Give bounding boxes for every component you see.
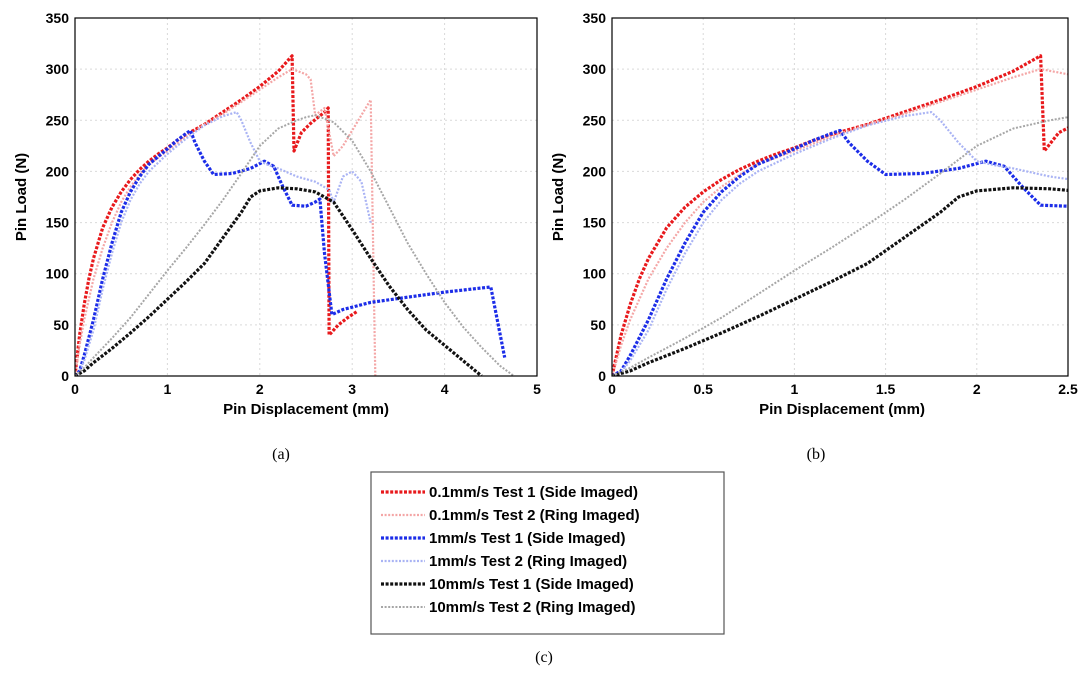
x-tick-label: 3 (348, 381, 356, 397)
chart-b: 0 0.5 1 1.5 2 2.5 0 50 100 150 200 250 300 350 Pin Di… (550, 10, 1078, 463)
x-tick-label: 1 (791, 381, 799, 397)
legend-label: 0.1mm/s Test 2 (Ring Imaged) (429, 507, 640, 524)
legend-label: 1mm/s Test 2 (Ring Imaged) (429, 553, 627, 570)
series-line-4 (75, 110, 372, 376)
y-tick-label: 150 (46, 215, 70, 231)
y-tick-label: 350 (583, 10, 607, 26)
ticks-b: 0 0.5 1 1.5 2 2.5 0 50 100 150 200 250 300 350 (583, 10, 1078, 397)
x-tick-label: 0.5 (693, 381, 713, 397)
series-line-5 (612, 186, 1068, 376)
y-tick-label: 350 (46, 10, 70, 26)
y-tick-label: 200 (583, 163, 607, 179)
series-line-6 (612, 116, 1068, 376)
y-tick-label: 200 (46, 163, 70, 179)
y-tick-label: 100 (46, 266, 70, 282)
series-line-5 (75, 186, 483, 376)
caption-b: (b) (807, 446, 826, 463)
legend-label: 0.1mm/s Test 1 (Side Imaged) (429, 484, 638, 501)
series-line-2 (612, 67, 1068, 376)
x-axis-label-b: Pin Displacement (mm) (759, 401, 925, 418)
x-tick-label: 2 (256, 381, 264, 397)
caption-c: (c) (535, 649, 553, 666)
legend-label: 1mm/s Test 1 (Side Imaged) (429, 530, 625, 547)
series-line-3 (75, 128, 507, 376)
caption-a: (a) (272, 446, 290, 463)
x-tick-label: 2 (973, 381, 981, 397)
grid-a (75, 18, 537, 376)
x-tick-label: 0 (71, 381, 79, 397)
x-tick-label: 5 (533, 381, 541, 397)
series-line-3 (612, 128, 1068, 376)
series-line-1 (612, 54, 1068, 376)
series-lines-b (612, 54, 1068, 376)
legend-label: 10mm/s Test 1 (Side Imaged) (429, 576, 634, 593)
y-axis-label-b: Pin Load (N) (550, 153, 567, 241)
legend-items: 0.1mm/s Test 1 (Side Imaged) 0.1mm/s Test… (381, 484, 640, 616)
y-tick-label: 300 (46, 61, 70, 77)
grid-b (612, 18, 1068, 376)
series-line-4 (612, 110, 1068, 376)
y-tick-label: 250 (583, 112, 607, 128)
y-tick-label: 150 (583, 215, 607, 231)
y-axis-label-a: Pin Load (N) (13, 153, 30, 241)
legend-box (370, 471, 725, 635)
x-tick-label: 1 (164, 381, 172, 397)
y-tick-label: 300 (583, 61, 607, 77)
y-tick-label: 0 (598, 368, 606, 384)
legend: 0.1mm/s Test 1 (Side Imaged) 0.1mm/s Test… (370, 471, 725, 635)
x-tick-label: 4 (441, 381, 449, 397)
x-axis-label-a: Pin Displacement (mm) (223, 401, 389, 418)
y-tick-label: 50 (590, 317, 606, 333)
series-line-6 (75, 114, 515, 376)
series-line-1 (75, 54, 358, 376)
y-tick-label: 0 (61, 368, 69, 384)
plot-frame-b (611, 17, 1069, 377)
x-tick-label: 1.5 (876, 381, 896, 397)
series-lines-a (75, 54, 515, 376)
y-tick-label: 50 (53, 317, 69, 333)
y-tick-label: 100 (583, 266, 607, 282)
legend-label: 10mm/s Test 2 (Ring Imaged) (429, 599, 635, 616)
plot-frame-a (74, 17, 538, 377)
y-tick-label: 250 (46, 112, 70, 128)
x-tick-label: 0 (608, 381, 616, 397)
series-line-2 (75, 67, 377, 376)
x-tick-label: 2.5 (1058, 381, 1078, 397)
